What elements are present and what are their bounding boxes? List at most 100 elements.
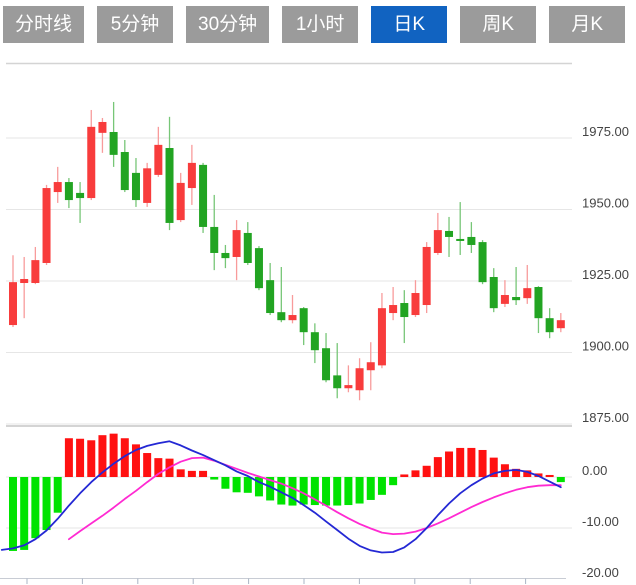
macd-bar bbox=[64, 438, 73, 477]
candle-body bbox=[42, 188, 51, 263]
macd-bar bbox=[523, 470, 532, 477]
macd-bar bbox=[344, 477, 353, 506]
candle-body bbox=[243, 232, 252, 263]
macd-bar bbox=[333, 477, 342, 506]
candle-body bbox=[187, 162, 196, 189]
candle-body bbox=[143, 168, 152, 203]
candle-body bbox=[76, 192, 85, 199]
price-axis-label: 1925.00 bbox=[582, 267, 629, 282]
macd-bar bbox=[299, 477, 308, 505]
candle-body bbox=[512, 297, 521, 301]
macd-histogram bbox=[9, 433, 565, 551]
candle-body bbox=[400, 303, 409, 318]
candle-body bbox=[98, 121, 107, 133]
candle-body bbox=[199, 164, 208, 227]
tab-weekly[interactable]: 周K bbox=[460, 6, 537, 43]
candle-body bbox=[277, 312, 286, 321]
tab-30min[interactable]: 30分钟 bbox=[186, 6, 270, 43]
candle-body bbox=[445, 230, 454, 237]
tab-monthly[interactable]: 月K bbox=[549, 6, 626, 43]
candle-body bbox=[165, 148, 174, 223]
macd-bar bbox=[87, 440, 96, 477]
candle-body bbox=[534, 287, 543, 319]
macd-bar bbox=[545, 474, 554, 477]
candle-body bbox=[556, 320, 565, 329]
grid-and-axes bbox=[0, 62, 572, 584]
tab-1hour[interactable]: 1小时 bbox=[282, 6, 359, 43]
macd-bar bbox=[154, 458, 163, 477]
candle-body bbox=[131, 172, 140, 201]
macd-lines bbox=[0, 440, 562, 554]
tab-timeline[interactable]: 分时线 bbox=[3, 6, 85, 43]
candlestick-series bbox=[9, 101, 565, 401]
macd-bar bbox=[9, 477, 17, 551]
macd-bar bbox=[433, 457, 442, 477]
candle-body bbox=[456, 238, 465, 241]
macd-bar bbox=[478, 449, 487, 477]
macd-bar bbox=[456, 447, 465, 477]
macd-bar bbox=[53, 477, 62, 513]
macd-bar bbox=[176, 469, 185, 477]
macd-bar bbox=[366, 477, 375, 500]
candle-body bbox=[433, 230, 442, 253]
price-axis-label: 1975.00 bbox=[582, 124, 629, 139]
candle-body bbox=[288, 315, 297, 321]
macd-bar bbox=[76, 438, 85, 477]
candle-body bbox=[366, 362, 375, 371]
candle-body bbox=[478, 242, 487, 283]
macd-bar bbox=[109, 433, 118, 477]
macd-bar bbox=[355, 477, 364, 504]
macd-bar bbox=[445, 451, 454, 477]
macd-bar bbox=[232, 477, 241, 493]
macd-bar bbox=[42, 477, 51, 531]
candle-body bbox=[322, 348, 331, 381]
dea-line bbox=[68, 456, 562, 541]
macd-bar bbox=[31, 477, 40, 539]
candle-body bbox=[355, 368, 364, 391]
candle-body bbox=[154, 144, 163, 175]
macd-bar bbox=[120, 438, 129, 477]
candle-body bbox=[344, 385, 353, 389]
macd-bar bbox=[400, 474, 409, 477]
macd-axis-label: 0.00 bbox=[582, 463, 607, 478]
macd-bar bbox=[221, 477, 230, 489]
macd-bar bbox=[210, 477, 219, 480]
macd-bar bbox=[377, 477, 386, 495]
price-axis-label: 1950.00 bbox=[582, 196, 629, 211]
candle-body bbox=[500, 295, 509, 304]
candle-body bbox=[310, 332, 319, 351]
candle-body bbox=[221, 252, 230, 259]
macd-axis-label: -20.00 bbox=[582, 565, 619, 580]
candle-body bbox=[53, 182, 62, 193]
candle-body bbox=[20, 278, 29, 284]
macd-bar bbox=[322, 477, 331, 506]
candle-body bbox=[254, 248, 263, 289]
candle-body bbox=[467, 236, 476, 245]
candle-body bbox=[64, 182, 73, 201]
candle-body bbox=[489, 276, 498, 309]
macd-bar bbox=[20, 477, 29, 550]
candle-body bbox=[299, 308, 308, 333]
macd-bar bbox=[310, 477, 319, 506]
candle-body bbox=[333, 375, 342, 389]
macd-bar bbox=[254, 477, 263, 497]
macd-bar bbox=[98, 435, 107, 477]
candle-body bbox=[87, 126, 96, 199]
candle-body bbox=[377, 308, 386, 366]
macd-bar bbox=[389, 477, 398, 486]
candle-body bbox=[266, 280, 275, 314]
tab-5min[interactable]: 5分钟 bbox=[97, 6, 174, 43]
candle-body bbox=[411, 293, 420, 316]
macd-bar bbox=[411, 470, 420, 477]
macd-bar bbox=[467, 447, 476, 477]
candle-body bbox=[120, 152, 129, 191]
macd-bar bbox=[266, 477, 275, 501]
macd-bar bbox=[489, 457, 498, 477]
macd-bar bbox=[199, 470, 208, 477]
period-tabbar: 分时线 5分钟 30分钟 1小时 日K 周K 月K bbox=[3, 6, 626, 43]
macd-bar bbox=[187, 470, 196, 477]
tab-daily[interactable]: 日K bbox=[371, 6, 448, 43]
candle-body bbox=[545, 318, 554, 333]
